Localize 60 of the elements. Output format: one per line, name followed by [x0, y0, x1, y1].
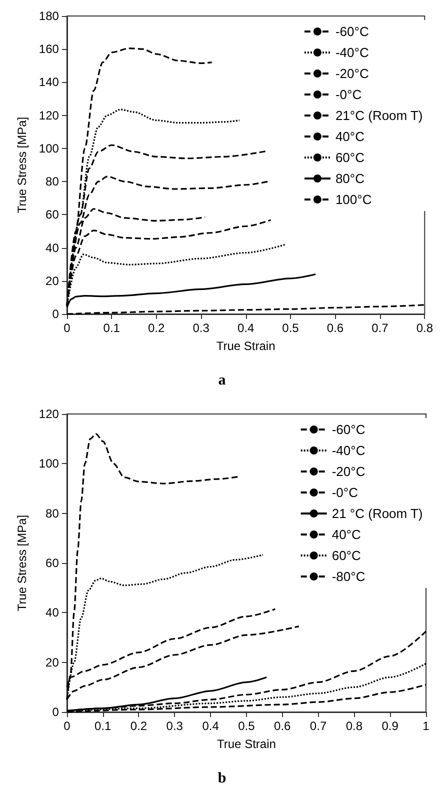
x-tick-label: 0.7: [372, 321, 389, 335]
y-tick-label: 60: [46, 208, 60, 222]
legend-label: 21 °C (Room T): [332, 506, 423, 521]
y-tick-label: 120: [38, 108, 60, 122]
x-tick-label: 0.2: [130, 719, 148, 733]
legend-label: 60°C: [335, 150, 364, 165]
legend-label: 80°C: [335, 171, 364, 186]
legend-label: -20°C: [332, 464, 366, 479]
x-axis-title: True Strain: [216, 339, 276, 353]
text: b: [218, 770, 226, 786]
x-tick-label: 0: [64, 719, 71, 733]
x-tick-label: 0.3: [192, 321, 210, 335]
y-tick-label: 120: [38, 407, 60, 421]
x-tick-label: 1: [422, 719, 430, 733]
y-tick-label: 20: [46, 655, 60, 670]
x-tick-label: 0.1: [94, 719, 112, 733]
y-tick-label: 60: [46, 556, 60, 570]
x-tick-label: 0.9: [382, 719, 399, 733]
x-tick-label: 0.6: [326, 321, 344, 335]
x-tick-label: 0.4: [237, 321, 254, 335]
y-tick-label: 0: [52, 705, 60, 719]
legend-label: 40°C: [335, 129, 364, 144]
x-tick-label: 0.7: [310, 719, 327, 733]
x-tick-label: 0.1: [103, 321, 120, 335]
legend-label: 100°C: [335, 192, 372, 207]
legend-label: 21°C (Room T): [335, 108, 423, 123]
y-axis-title: True Stress [MPa]: [15, 116, 29, 214]
legend-label: -60°C: [335, 24, 369, 39]
x-tick-label: 0.6: [274, 719, 292, 733]
legend-label: -80°C: [332, 569, 366, 584]
y-axis-title: True Stress [MPa]: [15, 514, 29, 612]
y-tick-label: 180: [38, 9, 60, 23]
x-axis-title: True Strain: [217, 737, 276, 751]
y-tick-label: 100: [38, 456, 60, 471]
x-tick-label: 0: [64, 321, 71, 335]
x-tick-label: 0.4: [202, 719, 220, 733]
legend-label: 40°C: [332, 527, 361, 542]
y-tick-label: 80: [46, 506, 60, 520]
x-tick-label: 0.8: [416, 321, 434, 335]
y-tick-label: 0: [52, 307, 60, 321]
y-tick-label: 40: [46, 240, 60, 255]
y-tick-label: 160: [38, 42, 60, 56]
legend-label: -40°C: [335, 45, 369, 60]
legend-label: -40°C: [332, 443, 366, 458]
y-tick-label: 80: [46, 174, 60, 189]
x-tick-label: 0.8: [346, 719, 363, 733]
text: a: [218, 372, 226, 388]
legend-label: -60°C: [332, 422, 366, 437]
y-tick-label: 20: [46, 274, 60, 288]
y-tick-label: 100: [38, 141, 60, 156]
legend-label: 60°C: [332, 548, 361, 563]
legend-label: -0°C: [332, 485, 358, 500]
y-tick-label: 40: [46, 606, 60, 620]
legend-label: -0°C: [335, 87, 362, 102]
x-tick-label: 0.3: [166, 719, 184, 733]
x-tick-label: 0.5: [238, 719, 256, 733]
y-tick-label: 140: [38, 75, 60, 90]
legend-label: -20°C: [335, 66, 369, 81]
x-tick-label: 0.5: [282, 321, 300, 335]
x-tick-label: 0.2: [148, 321, 166, 335]
